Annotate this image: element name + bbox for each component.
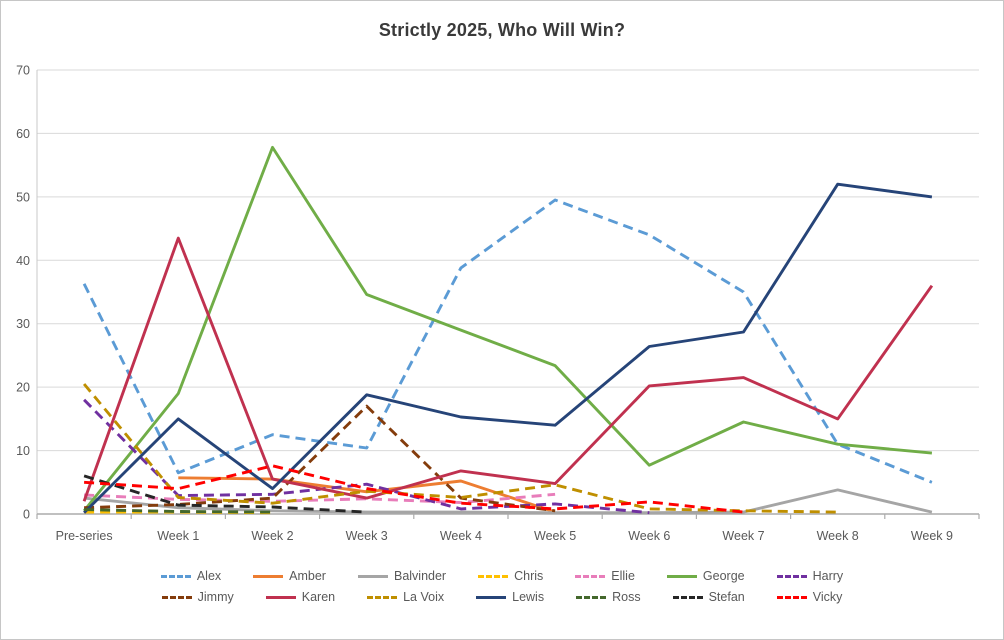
legend-label-harry: Harry bbox=[812, 569, 844, 583]
legend-item-la-voix: La Voix bbox=[367, 590, 444, 604]
legend-swatch-amber bbox=[253, 574, 284, 578]
legend-item-stefan: Stefan bbox=[672, 590, 745, 604]
legend-item-karen: Karen bbox=[265, 590, 336, 604]
legend-item-ellie: Ellie bbox=[575, 569, 635, 583]
x-tick-label-pre-series: Pre-series bbox=[56, 529, 113, 543]
x-tick-label-week-1: Week 1 bbox=[157, 529, 199, 543]
legend-swatch-harry bbox=[776, 574, 807, 578]
series-line-alex bbox=[82, 198, 933, 484]
legend-row-2: Jimmy Karen La Voix Lewis Ross Stefan Vicky bbox=[1, 590, 1003, 604]
legend-label-la-voix: La Voix bbox=[403, 590, 445, 604]
series-line-karen bbox=[82, 236, 934, 502]
chart-title: Strictly 2025, Who Will Win? bbox=[378, 20, 626, 40]
y-tick-label-70: 70 bbox=[16, 64, 30, 78]
legend-label-ross: Ross bbox=[612, 590, 641, 604]
legend-item-amber: Amber bbox=[253, 569, 326, 583]
legend-swatch-chris bbox=[478, 574, 509, 578]
legend-item-jimmy: Jimmy bbox=[161, 590, 234, 604]
legend-swatch-ellie bbox=[575, 574, 606, 578]
series-line-jimmy bbox=[84, 404, 556, 513]
x-tick-label-week-7: Week 7 bbox=[722, 529, 764, 543]
legend-label-vicky: Vicky bbox=[812, 590, 843, 604]
y-tick-label-0: 0 bbox=[23, 508, 30, 522]
legend-label-balvinder: Balvinder bbox=[393, 569, 447, 583]
legend-swatch-george bbox=[666, 574, 697, 578]
legend-item-chris: Chris bbox=[478, 569, 543, 583]
x-tick-label-week-9: Week 9 bbox=[911, 529, 953, 543]
legend-label-karen: Karen bbox=[301, 590, 336, 604]
legend-label-amber: Amber bbox=[289, 569, 326, 583]
y-tick-label-20: 20 bbox=[16, 381, 30, 395]
legend-label-stefan: Stefan bbox=[708, 590, 745, 604]
legend-item-lewis: Lewis bbox=[476, 590, 544, 604]
series-line-lewis bbox=[83, 182, 933, 514]
x-tick-label-week-4: Week 4 bbox=[440, 529, 482, 543]
legend-swatch-ross bbox=[576, 595, 607, 599]
y-tick-label-50: 50 bbox=[16, 190, 30, 204]
legend-item-george: George bbox=[666, 569, 745, 583]
legend-swatch-stefan bbox=[672, 595, 703, 599]
legend-swatch-alex bbox=[160, 574, 191, 578]
legend-swatch-karen bbox=[265, 595, 296, 599]
y-tick-label-60: 60 bbox=[16, 127, 30, 141]
x-tick-label-week-8: Week 8 bbox=[817, 529, 859, 543]
plot-area: 0 10 20 30 40 50 60 70 Pre-series Week 1 Week 2 Wee… bbox=[16, 64, 980, 543]
y-tick-label-40: 40 bbox=[16, 254, 30, 268]
legend-item-ross: Ross bbox=[576, 590, 641, 604]
legend-swatch-lewis bbox=[476, 595, 507, 599]
legend: Alex Amber Balvinder Chris Ellie George Harry J… bbox=[1, 569, 1003, 604]
legend-label-chris: Chris bbox=[514, 569, 544, 583]
series-line-stefan bbox=[83, 474, 367, 514]
series-line-la-voix bbox=[82, 383, 838, 514]
legend-label-jimmy: Jimmy bbox=[197, 590, 234, 604]
legend-swatch-la-voix bbox=[367, 595, 398, 599]
series-line-george bbox=[82, 145, 933, 512]
x-tick-label-week-3: Week 3 bbox=[346, 529, 388, 543]
legend-label-lewis: Lewis bbox=[512, 590, 545, 604]
legend-item-alex: Alex bbox=[160, 569, 222, 583]
x-tick-label-week-2: Week 2 bbox=[251, 529, 293, 543]
legend-item-harry: Harry bbox=[776, 569, 844, 583]
legend-label-ellie: Ellie bbox=[611, 569, 635, 583]
y-tick-label-30: 30 bbox=[16, 317, 30, 331]
legend-swatch-vicky bbox=[776, 595, 807, 599]
series-line-balvinder bbox=[83, 488, 933, 515]
legend-row-1: Alex Amber Balvinder Chris Ellie George Harry bbox=[1, 569, 1003, 583]
legend-item-vicky: Vicky bbox=[776, 590, 843, 604]
legend-item-balvinder: Balvinder bbox=[357, 569, 447, 583]
x-tick-label-week-5: Week 5 bbox=[534, 529, 576, 543]
y-tick-label-10: 10 bbox=[16, 444, 30, 458]
legend-label-george: George bbox=[702, 569, 745, 583]
x-tick-label-week-6: Week 6 bbox=[628, 529, 670, 543]
legend-label-alex: Alex bbox=[196, 569, 222, 583]
legend-swatch-jimmy bbox=[161, 595, 192, 599]
legend-swatch-balvinder bbox=[357, 574, 388, 578]
